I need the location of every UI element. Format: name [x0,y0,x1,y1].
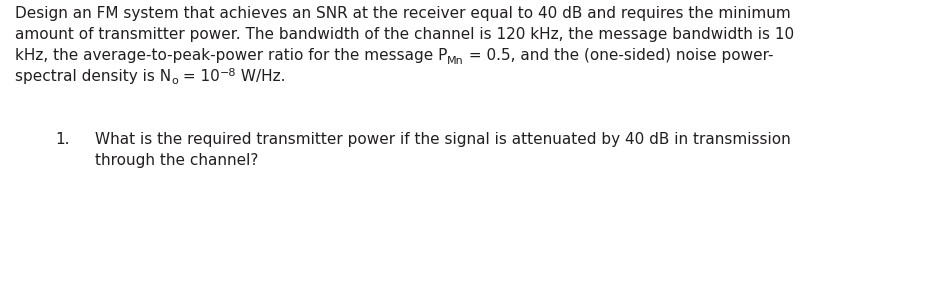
Text: kHz, the average-to-peak-power ratio for the message P: kHz, the average-to-peak-power ratio for… [15,48,447,63]
Text: spectral density is N: spectral density is N [15,69,171,84]
Text: Mn: Mn [447,55,464,65]
Text: Design an FM system that achieves an SNR at the receiver equal to 40 dB and requ: Design an FM system that achieves an SNR… [15,6,791,21]
Text: = 10: = 10 [177,69,220,84]
Text: What is the required transmitter power if the signal is attenuated by 40 dB in t: What is the required transmitter power i… [95,132,791,147]
Text: = 0.5, and the (one-sided) noise power-: = 0.5, and the (one-sided) noise power- [464,48,774,63]
Text: amount of transmitter power. The bandwidth of the channel is 120 kHz, the messag: amount of transmitter power. The bandwid… [15,27,794,42]
Text: through the channel?: through the channel? [95,153,259,168]
Text: −8: −8 [220,68,236,78]
Text: 1.: 1. [55,132,70,147]
Text: W/Hz.: W/Hz. [236,69,286,84]
Text: o: o [171,76,177,87]
